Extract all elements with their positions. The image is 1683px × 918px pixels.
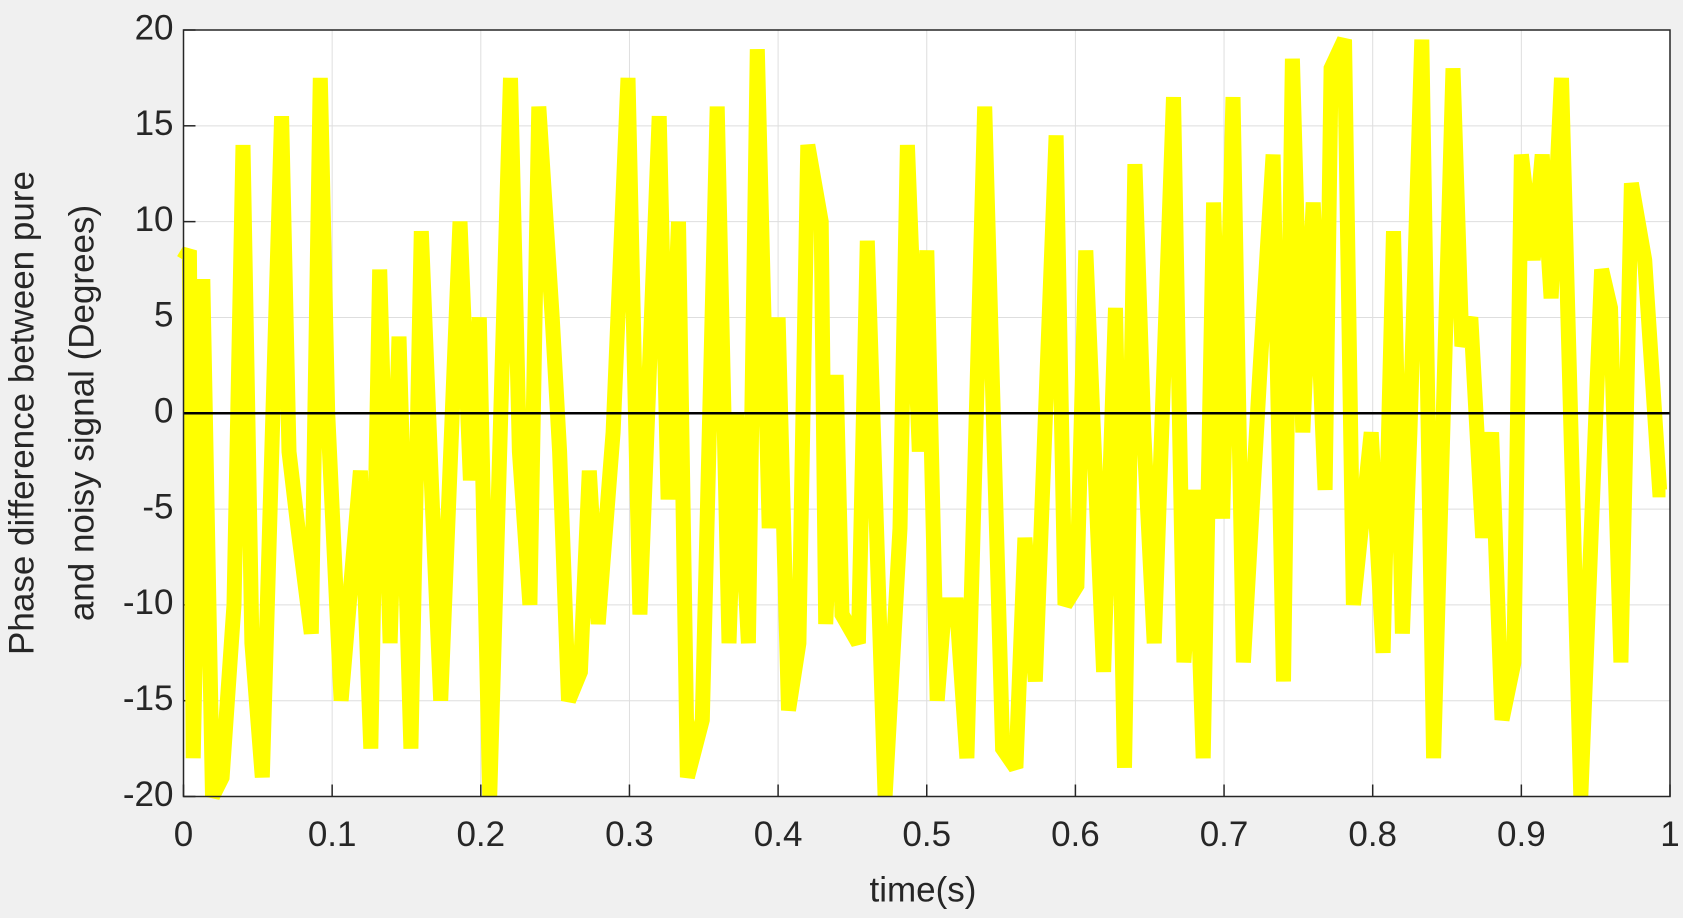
x-tick-label: 0.1: [308, 815, 357, 854]
y-axis-label: and noisy signal (Degrees): [62, 205, 101, 621]
data-line: [177, 36, 1668, 800]
y-axis-label: Phase difference between pure: [2, 171, 41, 655]
x-tick-label: 0.7: [1200, 815, 1249, 854]
x-tick-label: 0.6: [1051, 815, 1100, 854]
x-tick-label: 0.2: [456, 815, 505, 854]
y-tick-label: 20: [135, 8, 174, 47]
x-axis-label: time(s): [870, 870, 977, 909]
y-tick-label: 5: [154, 296, 173, 335]
y-tick-label: 0: [154, 392, 173, 431]
x-tick-label: 0: [174, 815, 193, 854]
x-tick-label: 0.3: [605, 815, 654, 854]
x-tick-label: 0.5: [902, 815, 951, 854]
y-tick-label: -5: [142, 487, 173, 526]
y-tick-label: 15: [135, 104, 174, 143]
y-tick-label: -10: [123, 583, 174, 622]
axes-box: [182, 29, 1671, 798]
x-tick-label: 0.8: [1348, 815, 1397, 854]
x-tick-label: 1: [1660, 815, 1679, 854]
x-tick-label: 0.9: [1497, 815, 1546, 854]
y-tick-label: -20: [123, 775, 174, 814]
x-tick-label: 0.4: [754, 815, 803, 854]
y-tick-label: 10: [135, 200, 174, 239]
y-tick-label: -15: [123, 679, 174, 718]
